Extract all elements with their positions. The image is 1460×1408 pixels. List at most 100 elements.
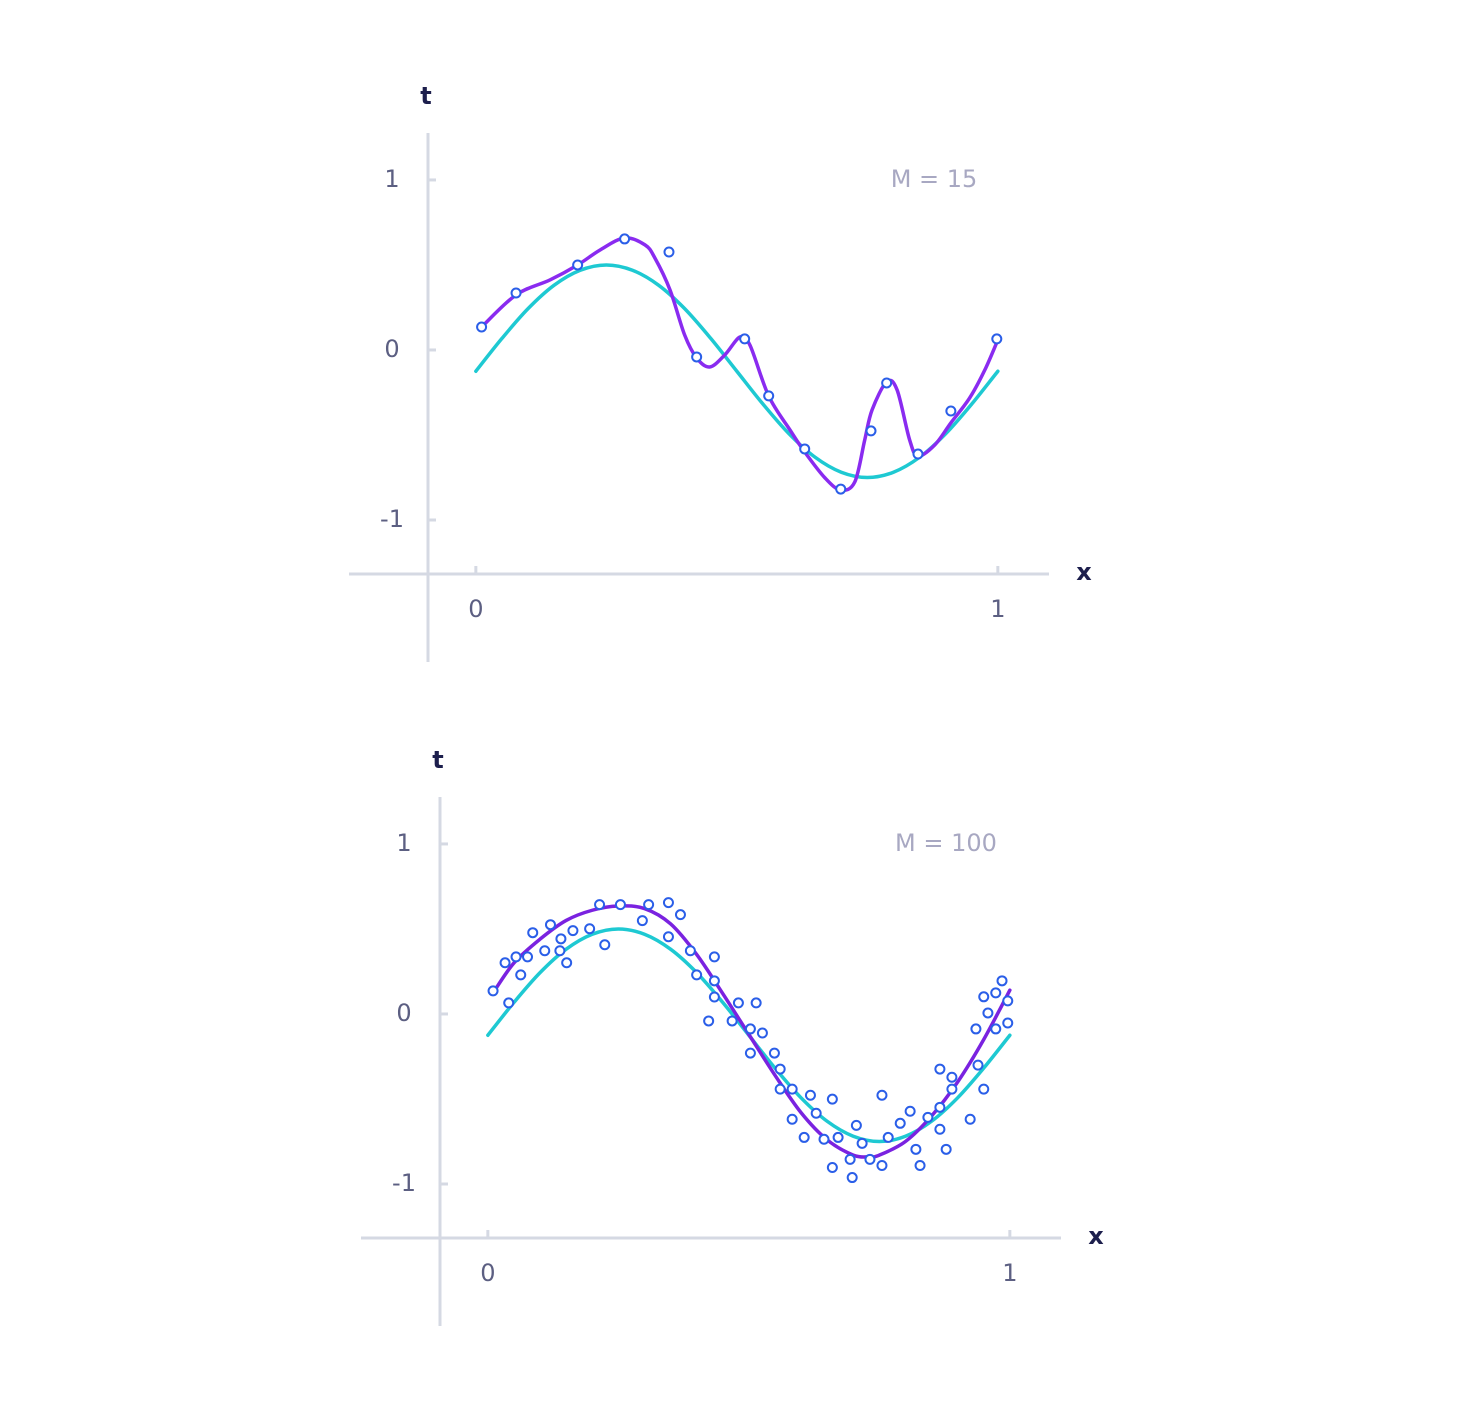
data-point — [554, 945, 566, 957]
data-point — [539, 945, 551, 957]
data-point — [990, 1023, 1002, 1035]
data-point — [561, 957, 573, 969]
data-point — [522, 951, 534, 963]
x-tick-label: 0 — [468, 595, 483, 623]
data-point — [555, 933, 567, 945]
data-point — [990, 987, 1002, 999]
data-point — [982, 1007, 994, 1019]
data-point — [946, 1083, 958, 1095]
data-point — [835, 483, 847, 495]
y-tick-label: -1 — [380, 505, 404, 533]
data-point — [786, 1083, 798, 1095]
data-point — [768, 1047, 780, 1059]
data-point — [864, 1153, 876, 1165]
data-point — [786, 1113, 798, 1125]
data-point — [934, 1101, 946, 1113]
fit-curve — [491, 904, 1012, 1159]
y-tick-label: 1 — [384, 165, 399, 193]
y-tick-label: -1 — [392, 1169, 416, 1197]
data-point — [818, 1133, 830, 1145]
data-point — [614, 899, 626, 911]
data-point — [804, 1089, 816, 1101]
data-point — [894, 1117, 906, 1129]
data-point — [744, 1047, 756, 1059]
data-point — [826, 1093, 838, 1105]
data-point — [487, 985, 499, 997]
x-axis-label: x — [1076, 558, 1092, 586]
data-point — [510, 287, 522, 299]
data-point — [876, 1159, 888, 1171]
data-point — [945, 405, 957, 417]
data-point — [756, 1027, 768, 1039]
fit-curve — [474, 263, 1000, 480]
data-point — [934, 1123, 946, 1135]
data-point — [914, 1159, 926, 1171]
data-point — [964, 1113, 976, 1125]
data-point — [662, 897, 674, 909]
data-point — [567, 925, 579, 937]
data-point — [798, 1131, 810, 1143]
data-point — [846, 1172, 858, 1184]
data-point — [572, 259, 584, 271]
data-point — [499, 957, 511, 969]
data-point — [978, 1083, 990, 1095]
data-point — [503, 997, 515, 1009]
data-point — [910, 1143, 922, 1155]
data-point — [1002, 995, 1014, 1007]
data-point — [594, 899, 606, 911]
data-point — [684, 945, 696, 957]
data-point — [703, 1015, 715, 1027]
data-point — [750, 997, 762, 1009]
data-point — [978, 991, 990, 1003]
data-point — [708, 951, 720, 963]
data-point — [991, 333, 1003, 345]
data-point — [584, 923, 596, 935]
x-tick-label: 0 — [480, 1259, 495, 1287]
data-point — [922, 1111, 934, 1123]
data-point — [691, 969, 703, 981]
data-point — [904, 1105, 916, 1117]
x-axis-label: x — [1088, 1222, 1104, 1250]
chart-panel: t x M = 100 -1 0 1 0 1 — [361, 746, 1104, 1326]
data-point — [674, 909, 686, 921]
data-point — [663, 246, 675, 258]
data-point — [850, 1119, 862, 1131]
data-point — [691, 351, 703, 363]
data-point — [912, 448, 924, 460]
data-point — [876, 1089, 888, 1101]
data-point — [810, 1107, 822, 1119]
data-point — [510, 951, 522, 963]
data-point — [856, 1137, 868, 1149]
data-point — [881, 377, 893, 389]
data-point — [826, 1162, 838, 1174]
y-tick-label: 0 — [384, 335, 399, 363]
data-point — [763, 390, 775, 402]
data-point — [599, 939, 611, 951]
data-point — [744, 1023, 756, 1035]
data-point — [844, 1153, 856, 1165]
data-point — [970, 1023, 982, 1035]
data-point — [527, 927, 539, 939]
data-point — [636, 915, 648, 927]
data-point — [774, 1083, 786, 1095]
annotation: M = 15 — [891, 165, 978, 193]
data-point — [708, 991, 720, 1003]
data-point — [726, 1015, 738, 1027]
data-point — [799, 443, 811, 455]
data-point — [732, 997, 744, 1009]
chart-panel: t x M = 15 -1 0 1 0 1 — [349, 82, 1092, 662]
data-point — [934, 1063, 946, 1075]
data-point — [544, 919, 556, 931]
data-point — [832, 1131, 844, 1143]
data-point — [774, 1063, 786, 1075]
data-point — [1002, 1017, 1014, 1029]
data-point — [515, 969, 527, 981]
annotation: M = 100 — [895, 829, 997, 857]
data-point — [643, 899, 655, 911]
y-axis-label: t — [432, 746, 443, 774]
x-tick-label: 1 — [1002, 1259, 1017, 1287]
data-point — [865, 425, 877, 437]
data-point — [996, 975, 1008, 987]
